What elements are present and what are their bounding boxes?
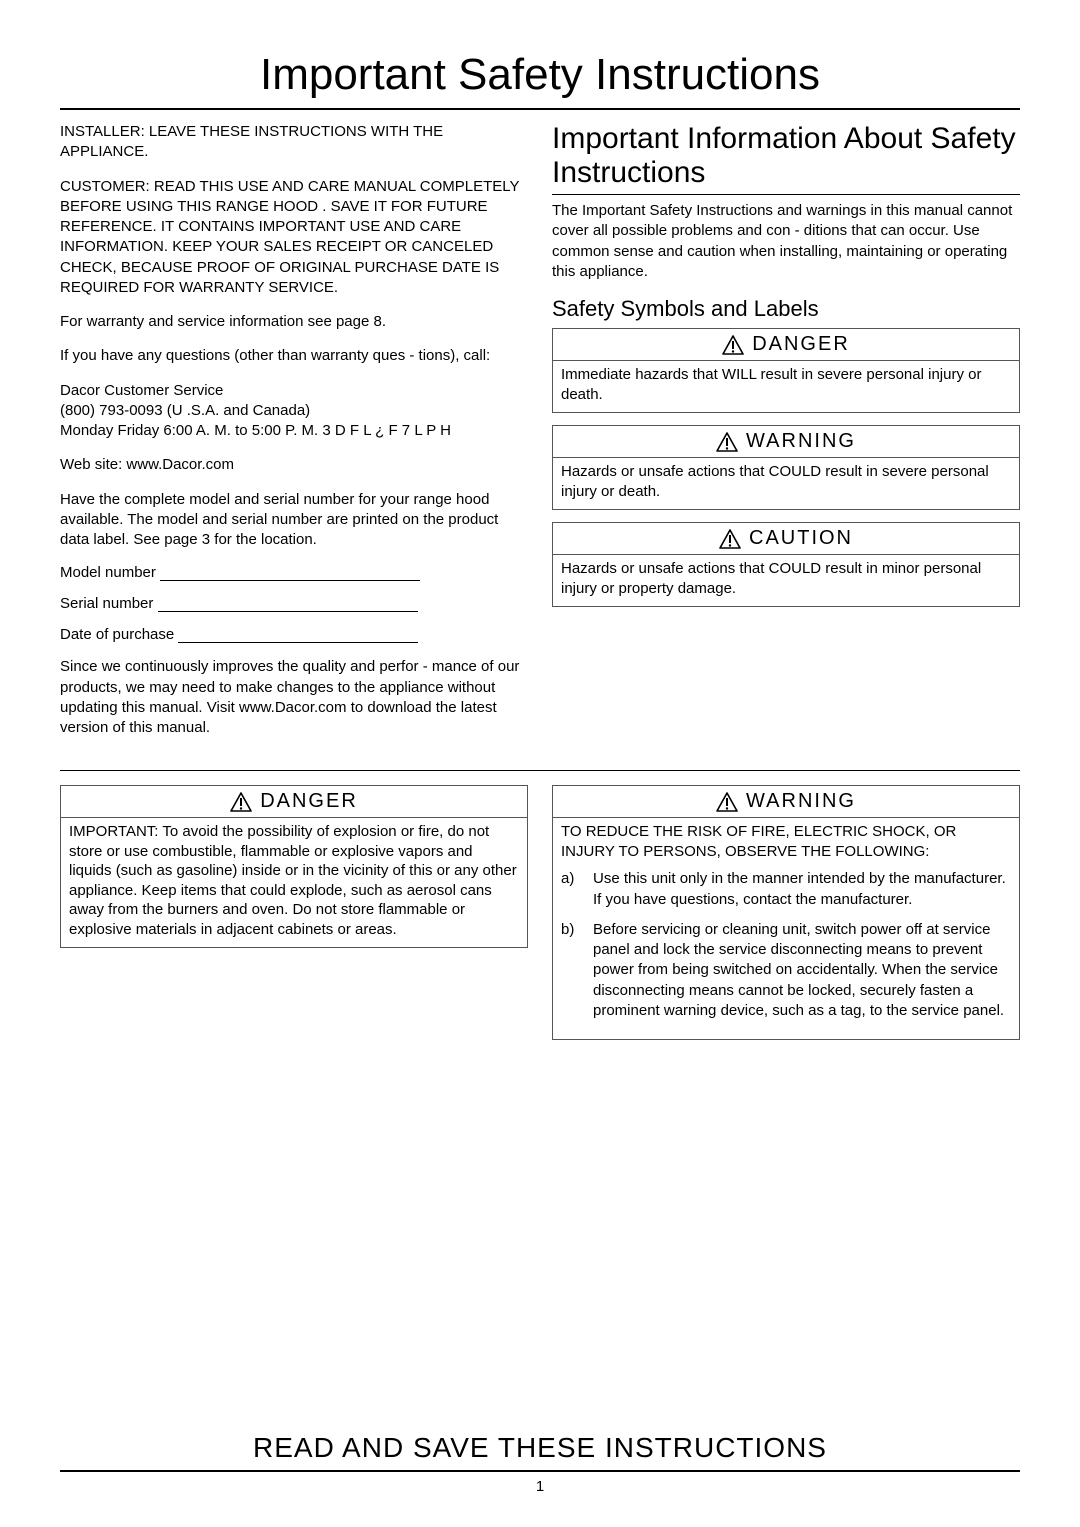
bottom-warning-intro: TO REDUCE THE RISK OF FIRE, ELECTRIC SHO… — [561, 822, 1011, 861]
bottom-warning-body: TO REDUCE THE RISK OF FIRE, ELECTRIC SHO… — [553, 818, 1019, 1039]
website-note: Web site: www.Dacor.com — [60, 455, 528, 475]
bottom-warning-header: WARNING — [553, 786, 1019, 818]
info-section-body: The Important Safety Instructions and wa… — [552, 201, 1020, 282]
customer-service-block: Dacor Customer Service (800) 793-0093 (U… — [60, 381, 528, 442]
bottom-columns: DANGER IMPORTANT: To avoid the possibili… — [60, 785, 1020, 1052]
serial-number-field: Serial number — [60, 595, 528, 612]
safety-box-header: CAUTION — [553, 523, 1019, 555]
warranty-note: For warranty and service information see… — [60, 312, 528, 332]
safety-box-danger: DANGER Immediate hazards that WILL resul… — [552, 328, 1020, 413]
warning-triangle-icon — [719, 529, 741, 549]
date-purchase-label: Date of purchase — [60, 626, 174, 643]
safety-box-header-text: WARNING — [746, 430, 856, 453]
bottom-danger-box: DANGER IMPORTANT: To avoid the possibili… — [60, 785, 528, 948]
safety-box-header-text: DANGER — [752, 333, 850, 356]
installer-note: INSTALLER: LEAVE THESE INSTRUCTIONS WITH… — [60, 122, 528, 163]
list-item-letter: b) — [561, 920, 579, 1021]
warning-triangle-icon — [716, 792, 738, 812]
footer-banner: READ AND SAVE THESE INSTRUCTIONS — [60, 1432, 1020, 1472]
divider-rule — [60, 770, 1020, 771]
safety-box-caution: CAUTION Hazards or unsafe actions that C… — [552, 522, 1020, 607]
bottom-left-column: DANGER IMPORTANT: To avoid the possibili… — [60, 785, 528, 1052]
warning-triangle-icon — [716, 432, 738, 452]
left-column: INSTALLER: LEAVE THESE INSTRUCTIONS WITH… — [60, 122, 528, 752]
safety-box-warning: WARNING Hazards or unsafe actions that C… — [552, 425, 1020, 510]
safety-symbol-boxes: DANGER Immediate hazards that WILL resul… — [552, 328, 1020, 607]
right-column: Important Information About Safety Instr… — [552, 122, 1020, 752]
symbols-subtitle: Safety Symbols and Labels — [552, 296, 1020, 322]
bottom-warning-header-text: WARNING — [746, 790, 856, 813]
serial-number-label: Serial number — [60, 595, 153, 612]
bottom-warning-list: a) Use this unit only in the manner inte… — [561, 869, 1011, 1021]
safety-box-header-text: CAUTION — [749, 527, 853, 550]
safety-box-header: DANGER — [553, 329, 1019, 361]
warning-triangle-icon — [230, 792, 252, 812]
date-purchase-blank — [178, 629, 418, 643]
model-number-field: Model number — [60, 564, 528, 581]
bottom-danger-header: DANGER — [61, 786, 527, 818]
customer-note-1: CUSTOMER: READ THIS USE AND CARE MANUAL … — [60, 177, 528, 218]
list-item-letter: a) — [561, 869, 579, 910]
safety-box-body: Immediate hazards that WILL result in se… — [553, 361, 1019, 412]
model-number-label: Model number — [60, 564, 156, 581]
model-number-blank — [160, 567, 420, 581]
model-serial-note: Have the complete model and serial numbe… — [60, 490, 528, 551]
bottom-danger-body: IMPORTANT: To avoid the possibility of e… — [61, 818, 527, 947]
warning-triangle-icon — [722, 335, 744, 355]
top-columns: INSTALLER: LEAVE THESE INSTRUCTIONS WITH… — [60, 122, 1020, 752]
questions-note: If you have any questions (other than wa… — [60, 346, 528, 366]
customer-note-2: REFERENCE. IT CONTAINS IMPORTANT USE AND… — [60, 217, 528, 298]
list-item-text: Use this unit only in the manner intende… — [593, 869, 1011, 910]
safety-box-header: WARNING — [553, 426, 1019, 458]
bottom-right-column: WARNING TO REDUCE THE RISK OF FIRE, ELEC… — [552, 785, 1020, 1052]
bottom-warning-box: WARNING TO REDUCE THE RISK OF FIRE, ELEC… — [552, 785, 1020, 1040]
serial-number-blank — [158, 598, 418, 612]
date-purchase-field: Date of purchase — [60, 626, 528, 643]
bottom-danger-header-text: DANGER — [260, 790, 358, 813]
update-note: Since we continuously improves the quali… — [60, 657, 528, 738]
page-title: Important Safety Instructions — [60, 50, 1020, 110]
safety-box-body: Hazards or unsafe actions that COULD res… — [553, 458, 1019, 509]
warning-list-item: b) Before servicing or cleaning unit, sw… — [561, 920, 1011, 1021]
safety-box-body: Hazards or unsafe actions that COULD res… — [553, 555, 1019, 606]
warning-list-item: a) Use this unit only in the manner inte… — [561, 869, 1011, 910]
info-section-title: Important Information About Safety Instr… — [552, 122, 1020, 195]
list-item-text: Before servicing or cleaning unit, switc… — [593, 920, 1011, 1021]
page-number: 1 — [60, 1478, 1020, 1495]
